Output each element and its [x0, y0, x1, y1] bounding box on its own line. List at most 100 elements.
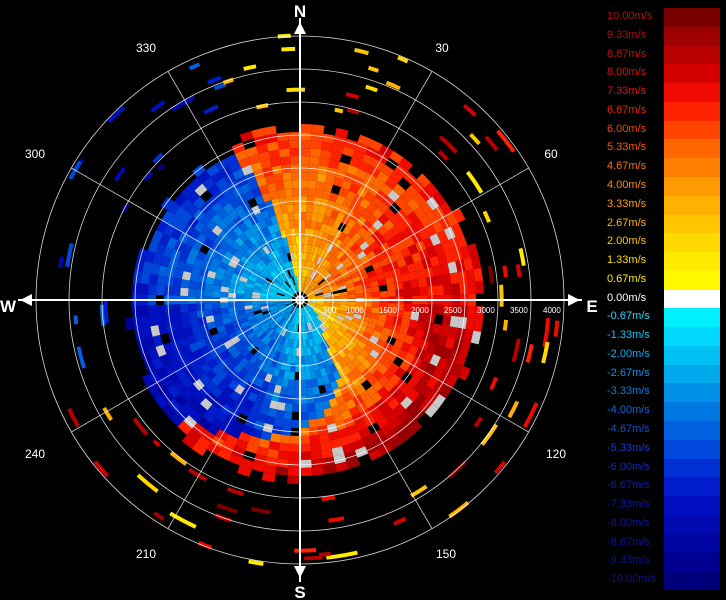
- velocity-cell: [188, 310, 198, 320]
- velocity-cell: [342, 391, 353, 403]
- velocity-cell: [305, 212, 313, 221]
- velocity-cell: [342, 355, 352, 365]
- velocity-cell: [463, 329, 474, 343]
- velocity-cell: [393, 338, 404, 350]
- velocity-cell: [276, 297, 285, 300]
- velocity-cell: [300, 140, 312, 149]
- velocity-cell: [319, 223, 328, 233]
- velocity-cell: [196, 281, 206, 290]
- velocity-cell: [276, 401, 286, 411]
- velocity-cell: [289, 322, 294, 331]
- velocity-cell: [288, 132, 300, 141]
- velocity-cell: [432, 393, 446, 409]
- velocity-cell: [353, 344, 364, 354]
- velocity-cell: [236, 293, 245, 299]
- velocity-cell: [215, 177, 228, 190]
- velocity-cell: [224, 354, 235, 365]
- velocity-cell: [308, 261, 314, 270]
- velocity-cell: [338, 309, 347, 315]
- velocity-cell: [235, 264, 245, 272]
- velocity-cell: [346, 351, 356, 362]
- velocity-cell: [282, 310, 289, 318]
- velocity-cell: [350, 377, 362, 389]
- velocity-cell: [314, 189, 324, 199]
- velocity-cell: [318, 433, 330, 443]
- velocity-cell: [300, 411, 309, 420]
- velocity-cell: [291, 172, 300, 181]
- velocity-cell: [331, 305, 340, 310]
- velocity-cell: [275, 181, 285, 191]
- velocity-cell: [244, 294, 253, 299]
- velocity-cell: [418, 398, 433, 413]
- velocity-cell: [372, 219, 384, 231]
- velocity-cell: [312, 308, 320, 315]
- legend-label: -6.00m/s: [607, 460, 650, 473]
- velocity-cell: [356, 363, 367, 374]
- legend-entry: -2.00m/s: [604, 345, 722, 366]
- velocity-cell: [392, 403, 406, 417]
- velocity-cell: [237, 313, 247, 320]
- velocity-cell: [467, 305, 476, 319]
- legend-swatch: [664, 496, 720, 516]
- velocity-cell: [246, 314, 256, 321]
- velocity-cell: [175, 260, 186, 271]
- velocity-cell: [326, 234, 334, 244]
- velocity-cell: [308, 418, 318, 428]
- velocity-cell: [203, 104, 219, 115]
- velocity-cell: [327, 373, 336, 383]
- velocity-cell: [284, 300, 293, 303]
- velocity-cell: [502, 319, 509, 331]
- velocity-cell: [193, 367, 206, 379]
- velocity-cell: [204, 289, 213, 297]
- velocity-cell: [369, 256, 380, 265]
- velocity-cell: [76, 346, 86, 369]
- velocity-cell: [239, 457, 254, 470]
- velocity-cell: [269, 375, 278, 385]
- velocity-cell: [240, 271, 250, 280]
- velocity-cell: [324, 415, 336, 426]
- velocity-cell: [233, 340, 244, 350]
- velocity-cell: [286, 387, 294, 396]
- velocity-cell: [331, 446, 345, 457]
- velocity-cell: [264, 390, 274, 400]
- velocity-cell: [274, 267, 282, 276]
- velocity-cell: [290, 314, 295, 323]
- velocity-cell: [286, 269, 292, 279]
- velocity-cell: [457, 316, 468, 330]
- velocity-cell: [293, 379, 300, 388]
- velocity-cell: [197, 274, 207, 284]
- velocity-cell: [261, 287, 270, 293]
- velocity-cell: [344, 331, 354, 340]
- velocity-cell: [240, 335, 250, 345]
- velocity-cell: [172, 286, 181, 296]
- velocity-cell: [236, 284, 246, 291]
- velocity-cell: [258, 342, 268, 352]
- velocity-cell: [192, 422, 206, 436]
- velocity-cell: [286, 321, 292, 331]
- velocity-cell: [315, 317, 323, 325]
- velocity-cell: [267, 382, 276, 393]
- velocity-cell: [210, 416, 224, 429]
- velocity-cell: [355, 288, 364, 295]
- velocity-cell: [389, 170, 403, 184]
- velocity-cell: [141, 373, 155, 388]
- velocity-cell: [473, 416, 484, 428]
- velocity-cell: [329, 309, 339, 315]
- velocity-cell: [365, 385, 378, 398]
- velocity-cell: [426, 246, 437, 258]
- velocity-cell: [345, 398, 357, 410]
- velocity-cell: [254, 282, 263, 288]
- velocity-cell: [266, 141, 279, 152]
- velocity-cell: [291, 419, 300, 428]
- velocity-cell: [248, 317, 257, 325]
- velocity-cell: [304, 287, 311, 294]
- velocity-cell: [232, 420, 245, 432]
- velocity-cell: [172, 277, 182, 288]
- velocity-cell: [301, 284, 304, 293]
- velocity-cell: [280, 246, 287, 255]
- velocity-cell: [389, 435, 404, 450]
- velocity-cell: [222, 317, 232, 325]
- velocity-cell: [351, 149, 366, 162]
- velocity-cell: [183, 415, 198, 429]
- velocity-cell: [236, 301, 245, 307]
